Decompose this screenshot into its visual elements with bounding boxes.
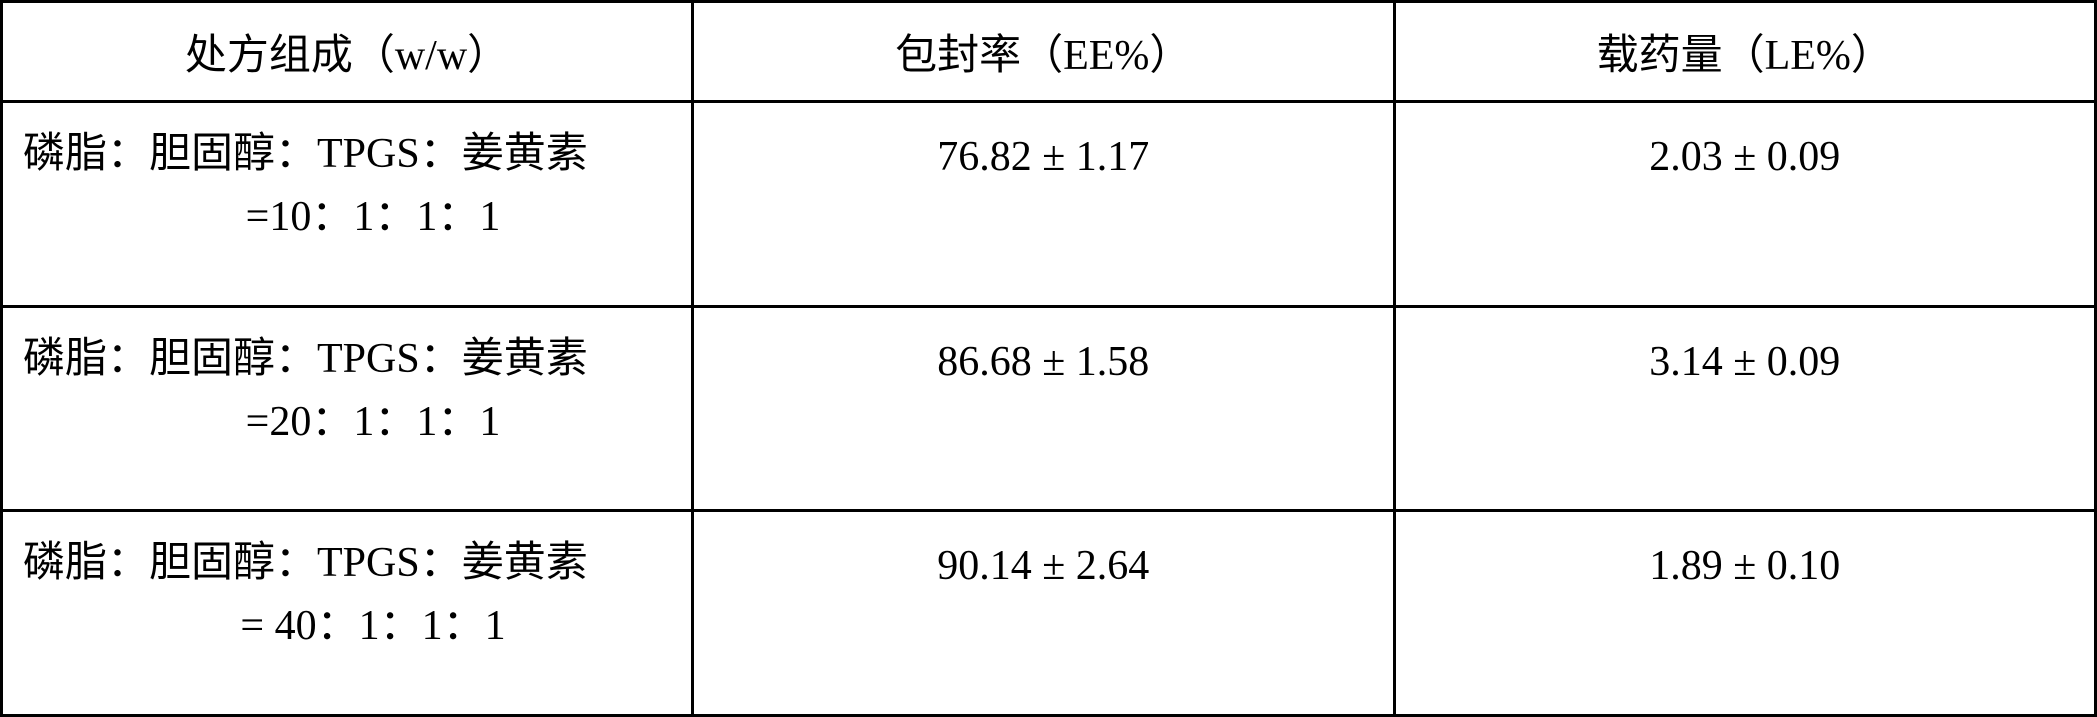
cell-le: 2.03 ± 0.09 xyxy=(1394,102,2096,307)
header-formula: 处方组成（w/w） xyxy=(2,2,693,102)
formula-line1: 磷脂：胆固醇：TPGS：姜黄素 xyxy=(23,123,683,186)
cell-le: 3.14 ± 0.09 xyxy=(1394,306,2096,511)
formula-line2: =10：1：1：1 xyxy=(23,186,683,249)
cell-ee: 86.68 ± 1.58 xyxy=(693,306,1394,511)
table-header-row: 处方组成（w/w） 包封率（EE%） 载药量（LE%） xyxy=(2,2,2096,102)
table-row: 磷脂：胆固醇：TPGS：姜黄素 =10：1：1：1 76.82 ± 1.17 2… xyxy=(2,102,2096,307)
formula-line1: 磷脂：胆固醇：TPGS：姜黄素 xyxy=(23,532,683,595)
formula-line2: = 40：1：1：1 xyxy=(23,595,683,658)
cell-ee: 90.14 ± 2.64 xyxy=(693,511,1394,716)
cell-ee: 76.82 ± 1.17 xyxy=(693,102,1394,307)
table-row: 磷脂：胆固醇：TPGS：姜黄素 =20：1：1：1 86.68 ± 1.58 3… xyxy=(2,306,2096,511)
formula-line1: 磷脂：胆固醇：TPGS：姜黄素 xyxy=(23,328,683,391)
header-ee: 包封率（EE%） xyxy=(693,2,1394,102)
formula-line2: =20：1：1：1 xyxy=(23,391,683,454)
cell-formula: 磷脂：胆固醇：TPGS：姜黄素 =20：1：1：1 xyxy=(2,306,693,511)
cell-le: 1.89 ± 0.10 xyxy=(1394,511,2096,716)
cell-formula: 磷脂：胆固醇：TPGS：姜黄素 = 40：1：1：1 xyxy=(2,511,693,716)
table-row: 磷脂：胆固醇：TPGS：姜黄素 = 40：1：1：1 90.14 ± 2.64 … xyxy=(2,511,2096,716)
cell-formula: 磷脂：胆固醇：TPGS：姜黄素 =10：1：1：1 xyxy=(2,102,693,307)
formulation-table: 处方组成（w/w） 包封率（EE%） 载药量（LE%） 磷脂：胆固醇：TPGS：… xyxy=(0,0,2097,717)
header-le: 载药量（LE%） xyxy=(1394,2,2096,102)
